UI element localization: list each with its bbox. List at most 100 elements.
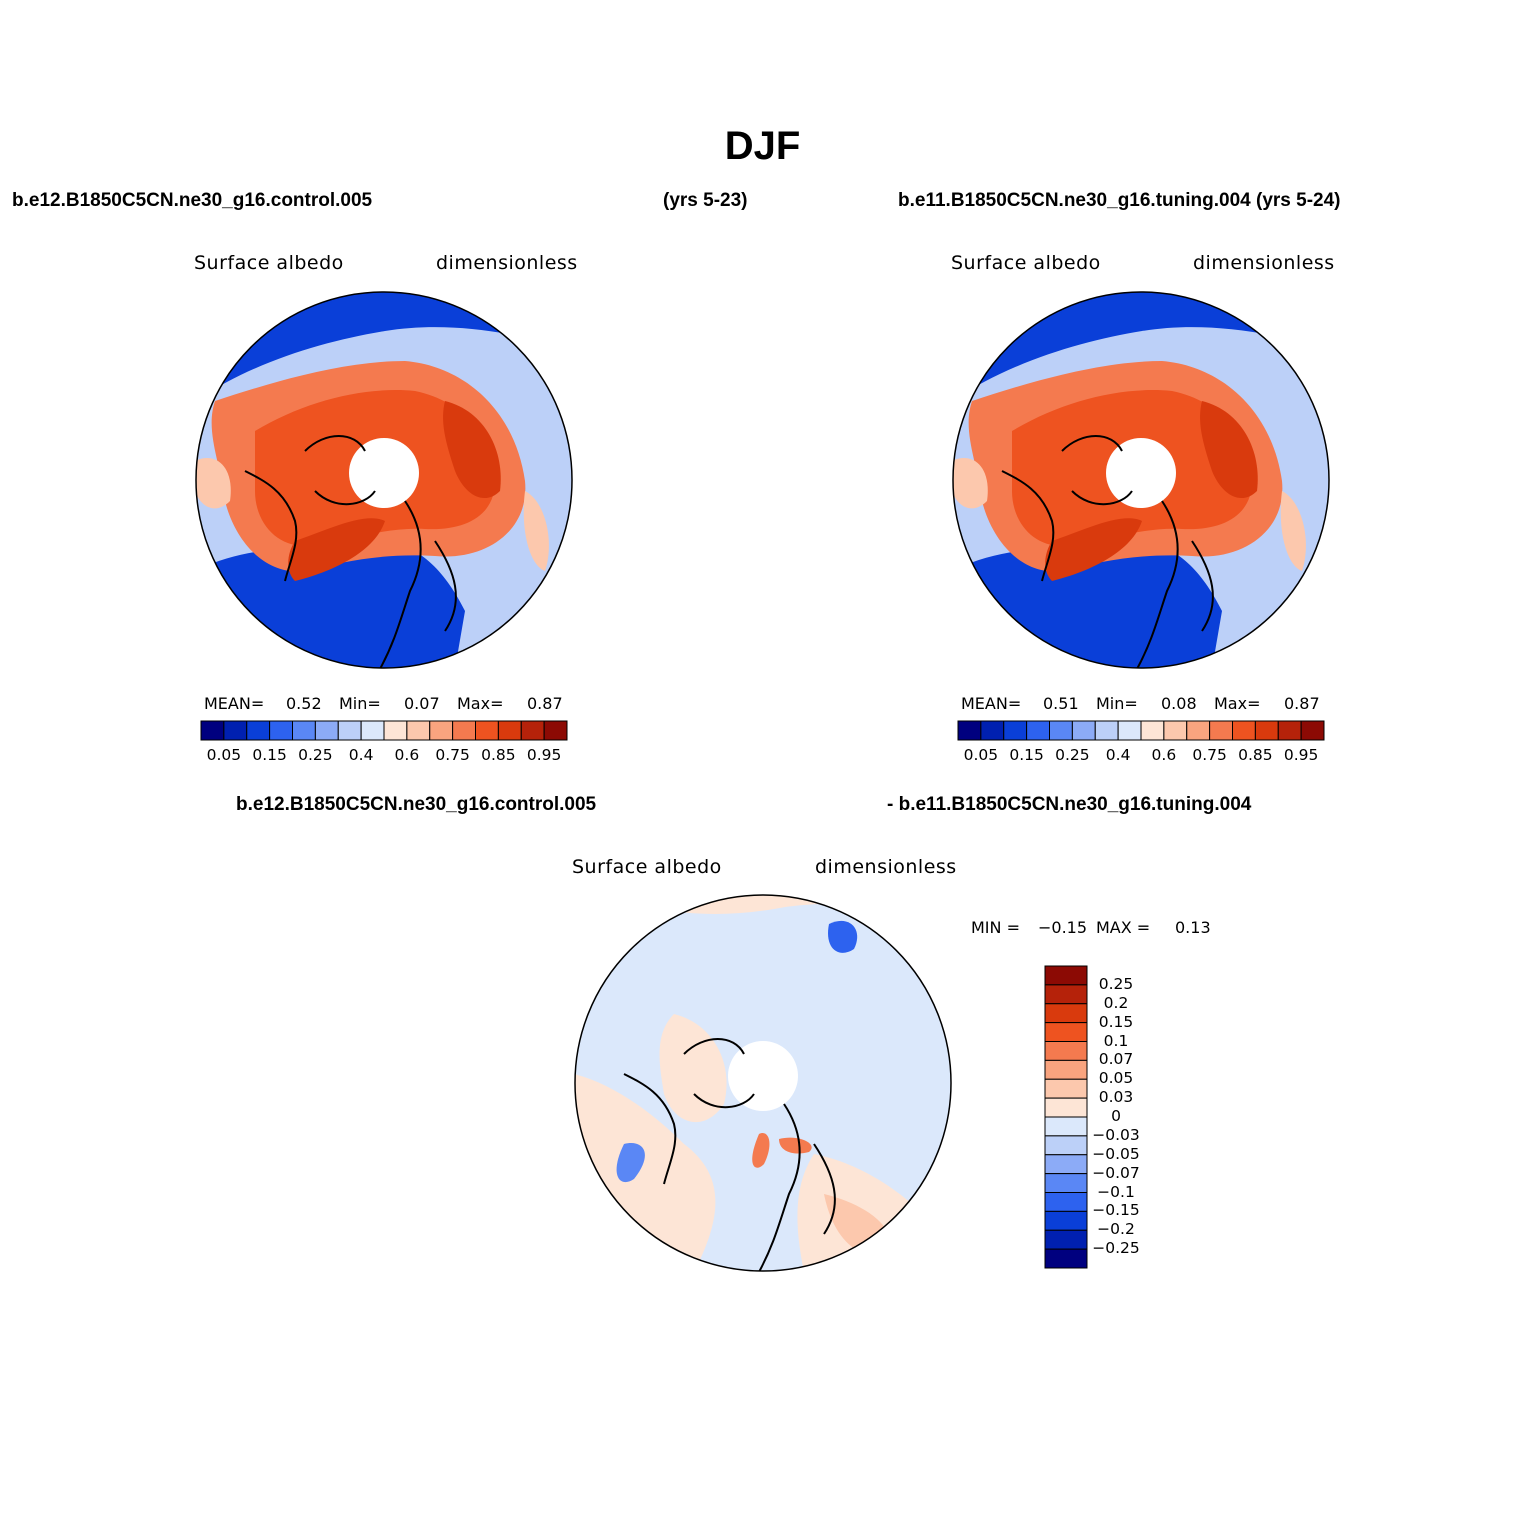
panel2-colorbar-swatch: [1186, 720, 1211, 741]
panel1-region-siberia: [443, 401, 501, 499]
panel2-colorbar-tick: 0.25: [1055, 746, 1090, 764]
diff-case-a: b.e12.B1850C5CN.ne30_g16.control.005: [236, 794, 597, 815]
panel2-colorbar-swatch: [1094, 720, 1119, 741]
diff-colorbar-swatch: [1044, 1173, 1088, 1193]
panel1-colorbar-tick: 0.05: [206, 746, 242, 764]
panel2-colorbar-tick: 0.95: [1283, 746, 1319, 764]
diff-colorbar-tick: −0.03: [1092, 1125, 1140, 1144]
panel1-colorbar-tick: 0.6: [394, 746, 420, 764]
diff-colorbar-tick: −0.07: [1092, 1163, 1140, 1182]
panel1-colorbar-swatch: [452, 720, 476, 741]
diff-colorbar-tick: 0.03: [1098, 1088, 1134, 1107]
panel2-min-label: Min=: [1096, 694, 1138, 713]
panel1-mean-label: MEAN=: [204, 694, 265, 713]
panel2-region-patch: [1280, 491, 1306, 571]
panel1-colorbar-swatch: [429, 720, 454, 741]
panel2-region-pacific-low: [953, 292, 1329, 401]
diff-colorbar-swatch: [1044, 1003, 1088, 1024]
panel1-case-name: b.e12.B1850C5CN.ne30_g16.control.005: [12, 190, 373, 211]
panel2-colorbar-swatch: [1277, 720, 1302, 741]
panel2-colorbar-swatch: [1163, 720, 1188, 741]
panel1-map-border: [195, 291, 573, 669]
panel1-colorbar-swatch: [314, 720, 339, 741]
diff-variable: Surface albedo: [572, 856, 722, 878]
panel1-colorbar: [200, 720, 568, 741]
diff-colorbar-swatch: [1044, 1192, 1088, 1212]
panel2-colorbar-swatch: [1300, 720, 1325, 741]
diff-colorbar-tick: 0.2: [1103, 993, 1129, 1012]
panel2-colorbar: [957, 720, 1325, 741]
panel2-pole-hole: [1106, 438, 1176, 508]
panel2-colorbar-tick: 0.85: [1238, 746, 1273, 764]
diff-pole-hole: [728, 1041, 798, 1111]
diff-region-positive-arctic: [659, 1014, 727, 1123]
panel1-region-alaska: [196, 457, 231, 509]
panel1-colorbar-tick: 0.85: [481, 746, 516, 764]
diff-colorbar-tick: 0.15: [1098, 1012, 1134, 1031]
diff-colorbar-tick: 0.07: [1098, 1050, 1134, 1069]
diff-colorbar-swatch: [1044, 965, 1088, 986]
panel1-units: dimensionless: [436, 252, 578, 274]
diff-colorbar-swatch: [1044, 1059, 1088, 1080]
panel2-coastlines: [1001, 435, 1214, 668]
diff-colorbar-tick: −0.25: [1092, 1239, 1140, 1258]
diff-colorbar-swatch: [1044, 1248, 1088, 1269]
panel2-colorbar-swatch: [980, 720, 1005, 741]
panel2-colorbar-tick: 0.4: [1105, 746, 1131, 764]
diff-min-value: −0.15: [1038, 918, 1088, 937]
diff-colorbar-tick: −0.15: [1092, 1201, 1140, 1220]
panel2-min-value: 0.08: [1161, 694, 1197, 713]
panel2-max-label: Max=: [1214, 694, 1261, 713]
panel2-region-alaska: [953, 457, 988, 509]
panel2-colorbar-tick: 0.75: [1192, 746, 1227, 764]
panel1-colorbar-swatch: [223, 720, 248, 741]
panel1-colorbar-swatch: [200, 720, 225, 741]
diff-max-value: 0.13: [1175, 918, 1211, 937]
panel2-units: dimensionless: [1193, 252, 1335, 274]
diff-colorbar-tick: −0.05: [1092, 1144, 1140, 1163]
diff-colorbar-swatch: [1044, 1229, 1088, 1250]
page-title: DJF: [724, 124, 801, 168]
panel1-region-greenland: [288, 518, 385, 581]
panel1-colorbar-swatch: [543, 720, 568, 741]
diff-case-b: - b.e11.B1850C5CN.ne30_g16.tuning.004: [887, 794, 1252, 815]
diff-colorbar-tick: 0.05: [1098, 1069, 1134, 1088]
panel2-region-greenland: [1045, 518, 1142, 581]
diff-coastlines: [623, 1038, 836, 1271]
panel2-colorbar-tick: 0.15: [1009, 746, 1044, 764]
diff-polar-map: [574, 894, 952, 1272]
panel2-region-siberia: [1200, 401, 1258, 499]
panel1-years: (yrs 5-23): [663, 190, 748, 211]
panel1-mean-value: 0.52: [286, 694, 322, 713]
diff-region-negative-bering: [828, 920, 858, 953]
panel2-colorbar-swatch: [1140, 720, 1165, 741]
panel2-colorbar-swatch: [1117, 720, 1142, 741]
panel2-variable: Surface albedo: [951, 252, 1101, 274]
panel1-colorbar-swatch: [269, 720, 293, 741]
panel1-colorbar-swatch: [406, 720, 431, 741]
panel2-colorbar-swatch: [1232, 720, 1256, 741]
panel1-max-value: 0.87: [527, 694, 563, 713]
panel1-colorbar-tick: 0.4: [348, 746, 374, 764]
panel1-max-label: Max=: [457, 694, 504, 713]
panel1-region-patch: [523, 491, 549, 571]
panel1-colorbar-swatch: [497, 720, 522, 741]
diff-colorbar-swatch: [1044, 1022, 1088, 1042]
panel2-max-value: 0.87: [1284, 694, 1320, 713]
panel2-colorbar-tick: 0.05: [963, 746, 999, 764]
panel2-mean-value: 0.51: [1043, 694, 1079, 713]
panel2-mean-label: MEAN=: [961, 694, 1022, 713]
panel2-colorbar-swatch: [1026, 720, 1050, 741]
panel1-coastlines: [244, 435, 457, 668]
panel1-colorbar-swatch: [383, 720, 408, 741]
diff-colorbar-swatch: [1044, 984, 1088, 1005]
panel1-min-label: Min=: [339, 694, 381, 713]
diff-colorbar-tick: −0.2: [1097, 1220, 1135, 1239]
diff-colorbar-swatch: [1044, 1154, 1088, 1175]
panel1-min-value: 0.07: [404, 694, 440, 713]
diff-region-positive-barents: [779, 1137, 812, 1154]
panel1-polar-map: [195, 291, 573, 669]
diff-colorbar-tick: −0.1: [1097, 1182, 1135, 1201]
diff-colorbar-swatch: [1044, 1078, 1088, 1099]
diff-colorbar-swatch: [1044, 1041, 1088, 1061]
